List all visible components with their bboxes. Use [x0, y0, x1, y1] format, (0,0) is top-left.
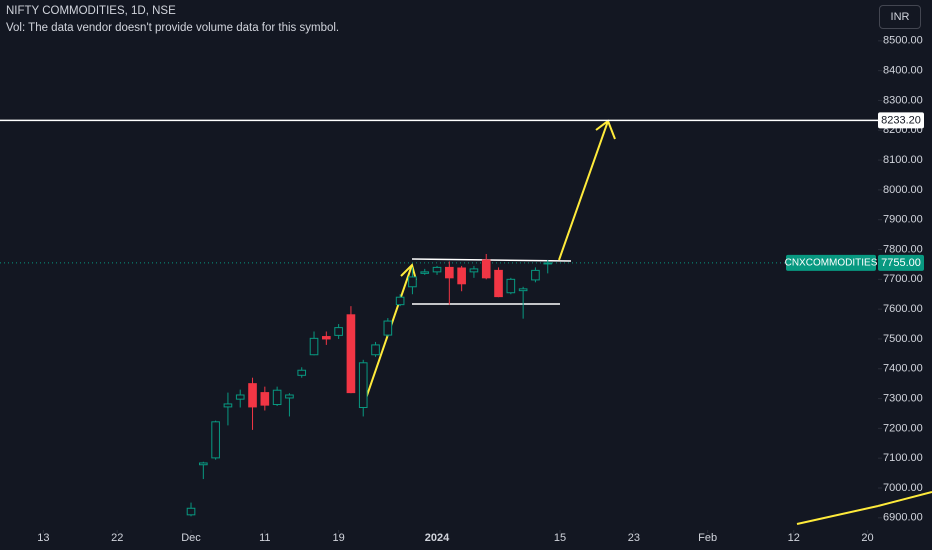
- x-tick-label: 13: [37, 532, 49, 544]
- candle-body: [395, 296, 405, 306]
- candle-body: [432, 266, 442, 273]
- volume-note: Vol: The data vendor doesn't provide vol…: [6, 22, 340, 34]
- arrow-head: [400, 263, 417, 281]
- y-tick-label: 6900.00: [883, 512, 923, 524]
- x-tick-label: 22: [111, 532, 123, 544]
- candle-body: [211, 421, 220, 459]
- symbol-label-box: [786, 254, 876, 271]
- candle-body: [186, 507, 196, 516]
- candle-body: [469, 268, 479, 273]
- candle-body: [481, 259, 491, 279]
- channel-top: [411, 258, 572, 262]
- trend-line: [796, 505, 879, 525]
- candle-body: [322, 336, 331, 340]
- candle-body: [420, 271, 430, 274]
- y-tick-label: 7400.00: [883, 363, 923, 375]
- y-tick-label: 7800.00: [883, 243, 923, 255]
- candle-body: [506, 278, 516, 294]
- candle-body: [199, 462, 208, 466]
- candle-body: [334, 327, 343, 336]
- candle-body: [518, 288, 528, 292]
- candle-body: [260, 392, 270, 406]
- candle-body: [272, 389, 282, 406]
- y-tick-label: 7700.00: [883, 273, 923, 285]
- y-tick-label: 8300.00: [883, 94, 923, 106]
- candle-body: [358, 362, 368, 409]
- y-tick-label: 7300.00: [883, 392, 923, 404]
- y-tick-label: 8400.00: [883, 65, 923, 77]
- y-tick-label: 7100.00: [883, 452, 923, 464]
- symbol-label: CNXCOMMODITIES: [785, 258, 878, 269]
- candle-body: [223, 403, 233, 408]
- x-tick-label: Feb: [698, 532, 717, 544]
- y-tick-label: 8100.00: [883, 154, 923, 166]
- x-tick-label: 11: [259, 532, 270, 544]
- candle-body: [543, 262, 553, 265]
- last-price-box: [878, 254, 924, 271]
- y-tick-label: 7900.00: [883, 214, 923, 226]
- y-tick-label: 7200.00: [883, 422, 923, 434]
- price-label: 8233.20: [881, 114, 921, 126]
- candle-body: [235, 394, 245, 400]
- y-tick-label: 7500.00: [883, 333, 923, 345]
- candle-body: [346, 314, 356, 394]
- candle-body: [309, 337, 319, 356]
- chart-title: NIFTY COMMODITIES, 1D, NSE: [6, 5, 176, 17]
- x-tick-label: 2024: [425, 532, 450, 544]
- x-tick-label: 19: [333, 532, 345, 544]
- y-tick-label: 7000.00: [883, 482, 923, 494]
- y-tick-label: 8000.00: [883, 184, 923, 196]
- currency-button[interactable]: INR: [879, 5, 921, 29]
- last-price-label: 7755.00: [881, 257, 921, 269]
- candle-body: [408, 276, 417, 288]
- candle-body: [297, 369, 307, 376]
- x-tick-label: 23: [628, 532, 640, 544]
- candle-body: [494, 269, 503, 298]
- candle-body: [531, 269, 540, 281]
- y-tick-label: 8500.00: [883, 35, 923, 47]
- y-tick-label: 7600.00: [883, 303, 923, 315]
- x-tick-label: Dec: [181, 532, 201, 544]
- x-tick-label: 15: [554, 532, 566, 544]
- candle-body: [285, 394, 294, 399]
- x-tick-label: 20: [861, 532, 873, 544]
- x-tick-label: 12: [788, 532, 800, 544]
- price-label-box: [878, 112, 924, 129]
- candle-body: [457, 267, 466, 285]
- trend-line: [877, 491, 932, 507]
- candle-body: [371, 344, 380, 356]
- target-arrow: [558, 120, 609, 261]
- candle-body: [445, 266, 454, 279]
- candle-body: [383, 320, 393, 336]
- candle-body: [248, 383, 257, 408]
